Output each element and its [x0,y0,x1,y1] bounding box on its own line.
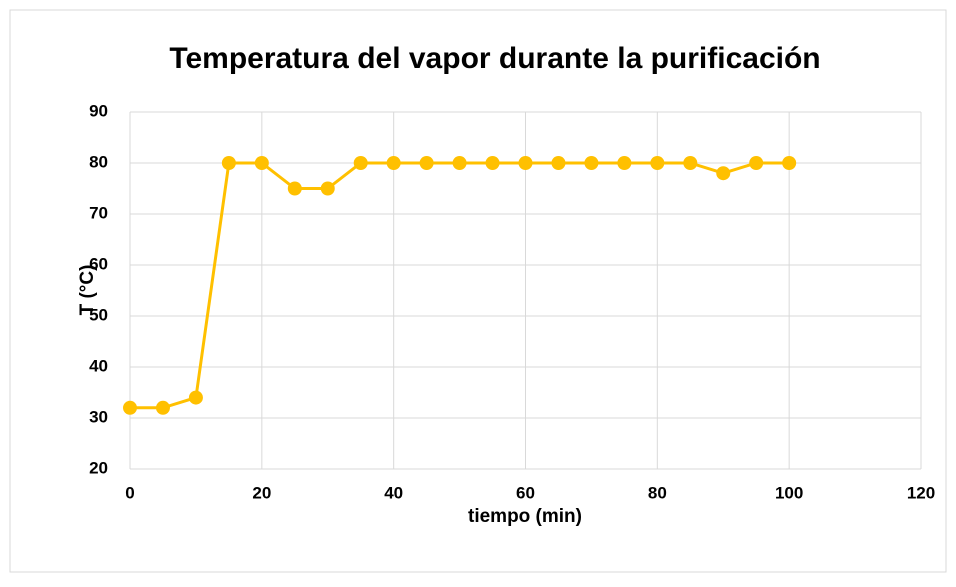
marker [518,156,533,170]
marker [123,400,137,415]
marker [155,400,170,415]
x-tick-label: 40 [384,483,403,502]
marker [716,166,731,181]
marker [485,156,500,170]
y-tick-label: 80 [89,152,108,171]
marker [287,181,302,196]
marker [386,156,401,170]
x-tick-label: 80 [648,483,667,502]
marker [254,156,269,170]
marker [419,156,434,170]
y-tick-label: 20 [89,458,108,477]
x-tick-label: 120 [907,483,935,502]
marker [188,390,203,405]
y-tick-label: 90 [89,101,108,120]
y-tick-label: 30 [89,407,108,426]
x-axis-label: tiempo (min) [468,506,582,527]
y-tick-label: 40 [89,356,108,375]
y-tick-label: 50 [89,305,108,324]
x-tick-label: 60 [516,483,535,502]
marker [749,156,764,170]
x-tick-label: 20 [252,483,271,502]
marker [320,181,335,196]
x-tick-label: 100 [775,483,803,502]
y-tick-label: 70 [89,203,108,222]
marker [617,156,632,170]
marker [353,156,368,170]
marker [683,156,698,170]
marker [584,156,599,170]
marker [650,156,665,170]
marker [782,156,797,170]
chart-border [9,9,947,573]
marker [551,156,566,170]
chart-title: Temperatura del vapor durante la purific… [169,42,820,75]
marker [452,156,467,170]
y-axis-label: T (°C) [77,265,98,316]
marker [221,156,236,170]
x-tick-label: 0 [125,483,134,502]
y-tick-label: 60 [89,254,108,273]
